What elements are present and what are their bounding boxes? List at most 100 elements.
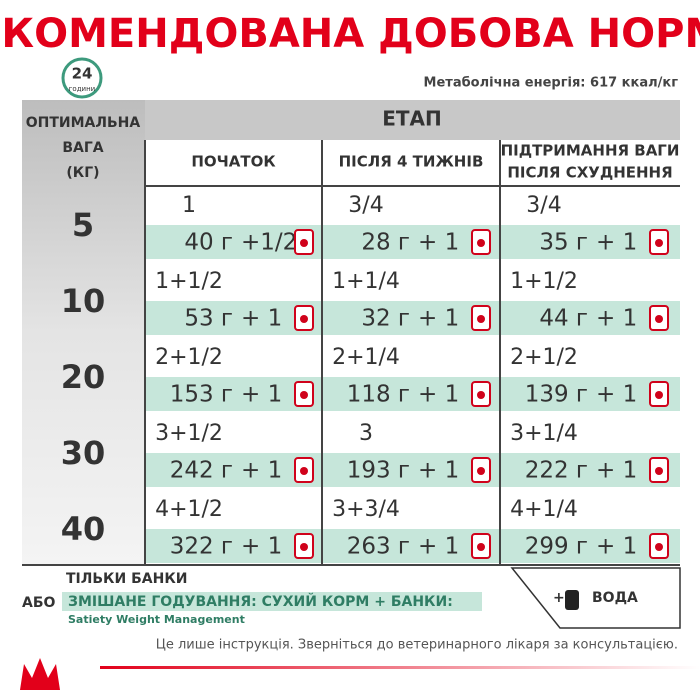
cans: + 1: [418, 306, 459, 332]
cups: 2+1/2: [510, 345, 578, 370]
can-icon: [477, 543, 485, 551]
cans: + 1: [241, 458, 282, 484]
cans: + 1: [596, 382, 637, 408]
cups: 1+1/4: [332, 269, 400, 294]
cell-band: [322, 453, 500, 487]
cell-band: [145, 225, 322, 259]
cell-top: [322, 415, 500, 453]
can-icon: [477, 391, 485, 399]
weight: 5: [72, 206, 94, 244]
amount: 263 г: [347, 534, 410, 560]
can-icon: [477, 239, 485, 247]
cell-top: [500, 339, 680, 377]
water: ВОДА: [592, 590, 638, 606]
cups: 2+1/4: [332, 345, 400, 370]
cell-band: [145, 529, 322, 563]
cell-top: [322, 263, 500, 301]
weight-header: ВАГА: [62, 140, 103, 156]
cups: 1+1/2: [155, 269, 223, 294]
red-line: [100, 666, 700, 669]
weight: 20: [61, 358, 106, 396]
can-icon: [300, 315, 308, 323]
cups: 1: [182, 193, 196, 218]
cell-band: [322, 301, 500, 335]
cups: 3+1/2: [155, 421, 223, 446]
mixed-band: [62, 592, 482, 611]
cups: 3: [359, 421, 373, 446]
cups: 3/4: [348, 193, 383, 218]
amount: 242 г: [170, 458, 233, 484]
cell-top: [322, 491, 500, 529]
cans: + 1: [596, 458, 637, 484]
weight: 10: [61, 282, 106, 320]
water-icon: [565, 590, 579, 610]
cups: 1+1/2: [510, 269, 578, 294]
clock-unit: години: [69, 85, 95, 93]
cell-top: [145, 491, 322, 529]
cell-band: [322, 377, 500, 411]
title: РЕКОМЕНДОВАНА ДОБОВА НОРМА: [0, 11, 700, 57]
cell-band: [322, 225, 500, 259]
cell-band: [145, 453, 322, 487]
cans: + 1: [596, 230, 637, 256]
can-icon: [655, 467, 663, 475]
cell-top: [500, 491, 680, 529]
stage-header: ЕТАП: [382, 107, 442, 131]
can-icon: [300, 391, 308, 399]
cell-band: [145, 377, 322, 411]
cans: +1/2: [241, 230, 297, 256]
cans: + 1: [241, 534, 282, 560]
weight-header: ОПТИМАЛЬНА: [26, 115, 141, 131]
can-icon: [477, 315, 485, 323]
column-header: ПІСЛЯ СХУДНЕННЯ: [507, 164, 672, 182]
row-gap: [145, 411, 680, 415]
water-box: [510, 567, 681, 629]
energy: Метаболічна енергія: 617 ккал/кг: [424, 76, 679, 91]
disclaimer: Це лише інструкція. Зверніться до ветери…: [156, 638, 678, 653]
cups: 3+3/4: [332, 497, 400, 522]
amount: 40 г: [184, 230, 233, 256]
can-icon: [300, 467, 308, 475]
cans: + 1: [418, 458, 459, 484]
cans: + 1: [596, 306, 637, 332]
cups: 4+1/2: [155, 497, 223, 522]
cans-only: ТІЛЬКИ БАНКИ: [66, 571, 187, 587]
amount: 322 г: [170, 534, 233, 560]
amount: 299 г: [525, 534, 588, 560]
mixed: ЗМІШАНЕ ГОДУВАННЯ: СУХИЙ КОРМ + БАНКИ:: [68, 593, 453, 610]
cell-top: [500, 415, 680, 453]
can-icon: [300, 239, 308, 247]
column-header: ПІСЛЯ 4 ТИЖНІВ: [339, 153, 484, 171]
cans: + 1: [418, 534, 459, 560]
can-icon: [300, 543, 308, 551]
can-icon: [477, 467, 485, 475]
can-icon: [655, 391, 663, 399]
amount: 32 г: [361, 306, 410, 332]
cups: 3/4: [526, 193, 561, 218]
row-gap: [145, 487, 680, 491]
cell-top: [145, 415, 322, 453]
cell-top: [145, 263, 322, 301]
cell-band: [145, 301, 322, 335]
amount: 44 г: [539, 306, 588, 332]
row-gap: [145, 335, 680, 339]
cups: 4+1/4: [510, 497, 578, 522]
weight-column: [22, 100, 145, 565]
column-header: ПОЧАТОК: [191, 153, 276, 171]
cell-top: [145, 339, 322, 377]
cell-top: [500, 187, 680, 225]
row-gap: [145, 259, 680, 263]
cell-top: [322, 187, 500, 225]
stage-header-bg: [145, 100, 680, 140]
cans: + 1: [241, 382, 282, 408]
amount: 35 г: [539, 230, 588, 256]
cell-band: [322, 529, 500, 563]
weight: 40: [61, 510, 106, 548]
amount: 222 г: [525, 458, 588, 484]
logo: [20, 658, 60, 690]
cans: + 1: [596, 534, 637, 560]
cans: + 1: [418, 230, 459, 256]
plus: +: [553, 590, 565, 606]
product: Satiety Weight Management: [68, 613, 245, 626]
